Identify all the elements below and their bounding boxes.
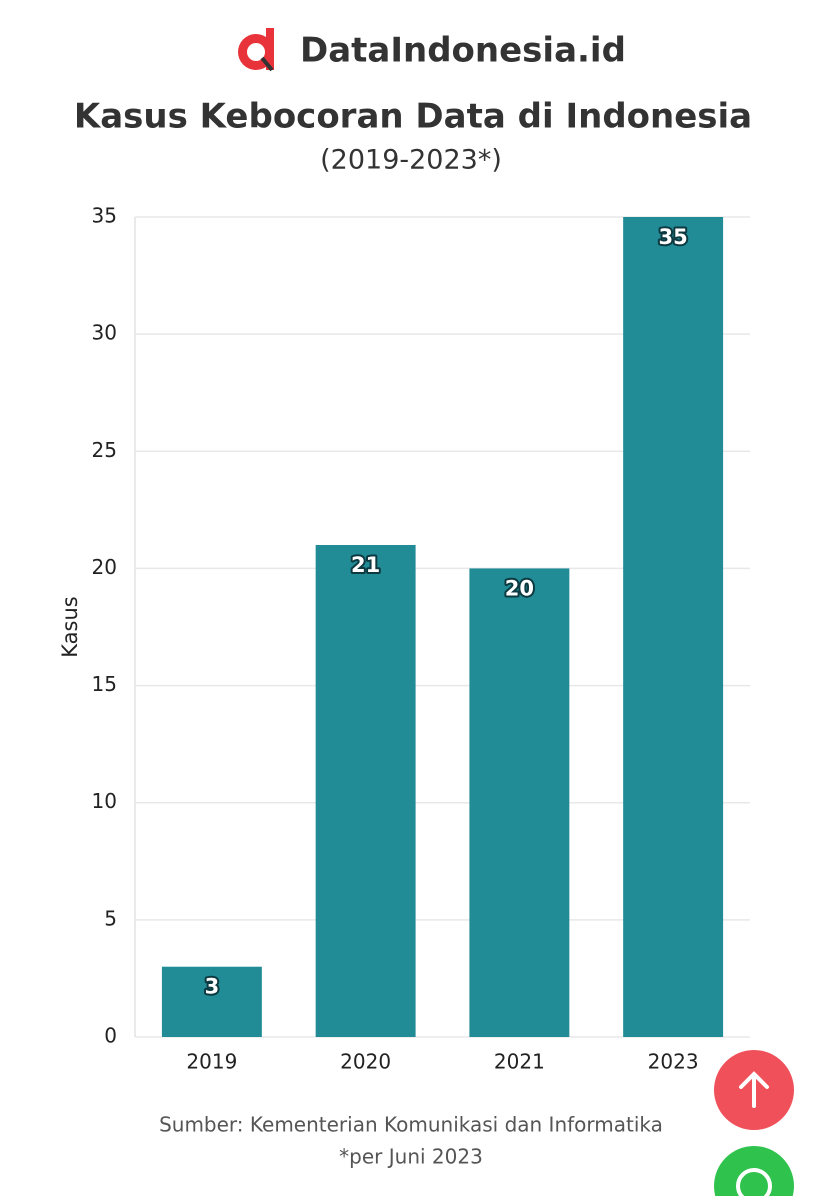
y-tick-label: 15	[92, 672, 117, 696]
data-label: 21	[351, 553, 380, 577]
whatsapp-button[interactable]	[714, 1146, 794, 1200]
chart-title: Kasus Kebocoran Data di Indonesia	[74, 97, 752, 137]
data-label: 35	[659, 225, 688, 249]
data-label: 3	[205, 975, 220, 999]
brand-name: DataIndonesia.id	[300, 31, 626, 71]
y-tick-label: 20	[92, 555, 117, 579]
data-label: 20	[505, 576, 534, 600]
x-tick-label: 2021	[494, 1050, 545, 1074]
y-tick-label: 35	[92, 204, 117, 228]
y-axis-label: Kasus	[58, 596, 82, 657]
scroll-top-button[interactable]	[714, 1050, 794, 1130]
x-tick-label: 2020	[340, 1050, 391, 1074]
chart-subtitle: (2019-2023*)	[320, 145, 502, 176]
y-tick-label: 0	[104, 1024, 117, 1048]
x-tick-label: 2019	[186, 1050, 237, 1074]
bar	[315, 545, 416, 1037]
brand-logo	[238, 28, 274, 72]
source: Sumber: Kementerian Komunikasi dan Infor…	[159, 1113, 663, 1137]
plot-area: 0 5 10 15 20 25 30 35 2019 3 2020 21 2021 20 2023 35	[92, 204, 750, 1074]
y-tick-label: 25	[92, 438, 117, 462]
x-tick-label: 2023	[648, 1050, 699, 1074]
bar	[469, 568, 570, 1037]
y-tick-label: 30	[92, 321, 117, 345]
bar	[623, 217, 724, 1037]
bar	[161, 966, 262, 1037]
y-tick-label: 10	[92, 789, 117, 813]
note: *per Juni 2023	[339, 1145, 483, 1169]
y-tick-label: 5	[104, 906, 117, 930]
